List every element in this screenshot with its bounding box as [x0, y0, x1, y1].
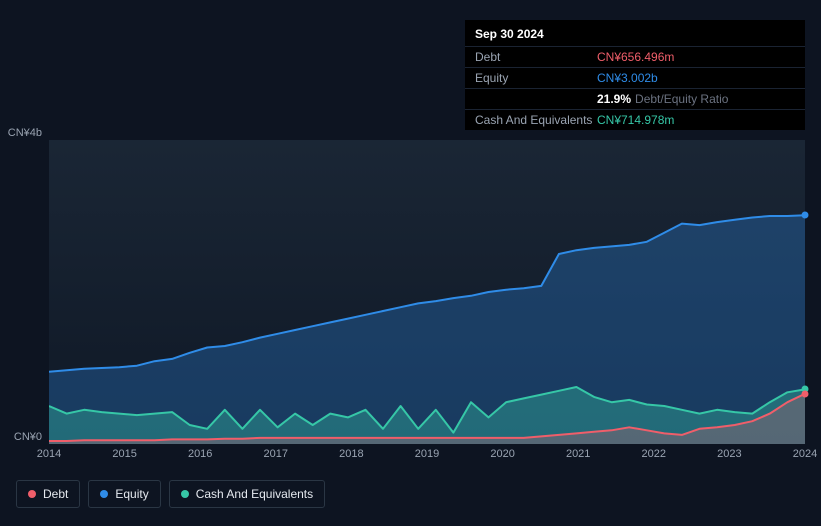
x-axis-tick: 2023: [717, 448, 741, 460]
legend-item-label: Debt: [43, 487, 68, 501]
legend-item-label: Cash And Equivalents: [196, 487, 313, 501]
x-axis-tick: 2015: [112, 448, 136, 460]
legend-dot-icon: [28, 490, 36, 498]
series-area-equity: [49, 215, 805, 444]
y-axis-bottom-label: CN¥0: [14, 431, 42, 443]
legend-item-equity[interactable]: Equity: [88, 480, 160, 508]
y-axis-top-label: CN¥4b: [8, 127, 42, 139]
x-axis-tick: 2019: [415, 448, 439, 460]
tooltip-row: EquityCN¥3.002b: [465, 67, 805, 88]
chart-legend: Debt Equity Cash And Equivalents: [16, 480, 325, 508]
legend-item-cash-and-equivalents[interactable]: Cash And Equivalents: [169, 480, 325, 508]
tooltip-date: Sep 30 2024: [465, 20, 805, 46]
series-end-dot-equity: [802, 212, 809, 219]
legend-dot-icon: [181, 490, 189, 498]
x-axis-tick: 2014: [37, 448, 61, 460]
tooltip-row-value: CN¥656.496m: [597, 50, 674, 64]
series-end-dot-debt: [802, 390, 809, 397]
chart-plot-area: CN¥4b CN¥0: [16, 140, 805, 444]
tooltip-row-value: 21.9%Debt/Equity Ratio: [597, 92, 728, 106]
x-axis-tick: 2016: [188, 448, 212, 460]
tooltip-row-value: CN¥3.002b: [597, 71, 658, 85]
tooltip-row-label: Debt: [475, 50, 597, 64]
x-axis-tick: 2022: [642, 448, 666, 460]
x-axis-tick: 2021: [566, 448, 590, 460]
series-svg: [49, 140, 805, 444]
x-axis-tick: 2024: [793, 448, 817, 460]
tooltip-row: 21.9%Debt/Equity Ratio: [465, 88, 805, 109]
tooltip-row-label: Cash And Equivalents: [475, 113, 597, 127]
x-axis-ticks: 2014201520162017201820192020202120222023…: [49, 448, 805, 468]
legend-dot-icon: [100, 490, 108, 498]
x-axis-tick: 2020: [490, 448, 514, 460]
tooltip-row: Cash And EquivalentsCN¥714.978m: [465, 109, 805, 130]
legend-item-debt[interactable]: Debt: [16, 480, 80, 508]
legend-item-label: Equity: [115, 487, 148, 501]
chart-tooltip: Sep 30 2024 DebtCN¥656.496mEquityCN¥3.00…: [465, 20, 805, 130]
tooltip-row: DebtCN¥656.496m: [465, 46, 805, 67]
plot-surface: [49, 140, 805, 444]
x-axis-tick: 2018: [339, 448, 363, 460]
tooltip-row-value: CN¥714.978m: [597, 113, 674, 127]
tooltip-row-label: Equity: [475, 71, 597, 85]
x-axis-tick: 2017: [264, 448, 288, 460]
